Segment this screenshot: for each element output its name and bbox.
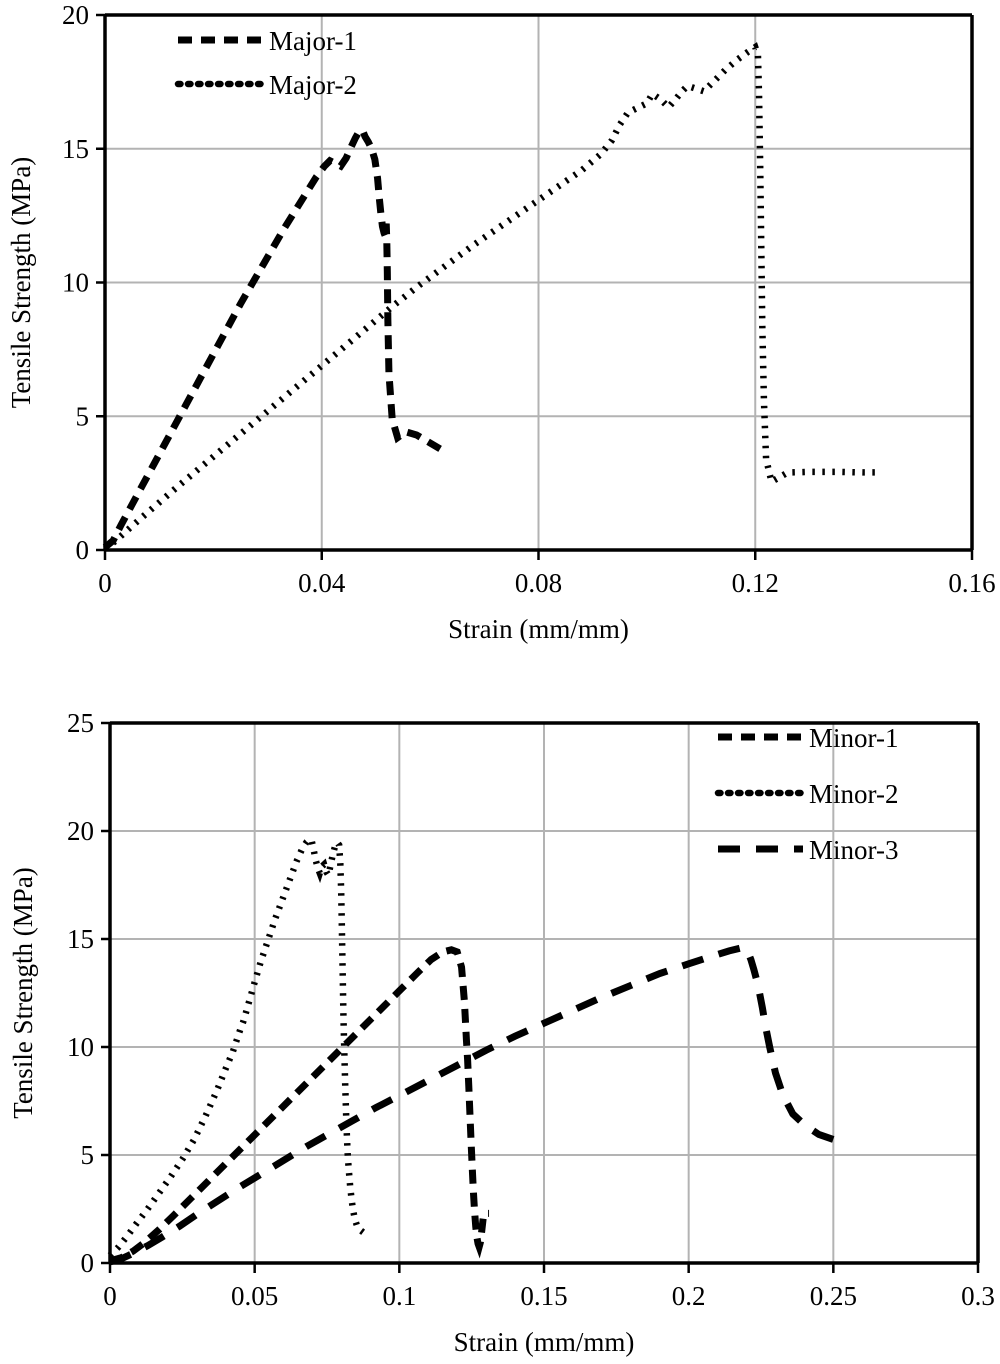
x-tick-label: 0.3 bbox=[961, 1281, 995, 1311]
y-tick-label: 20 bbox=[62, 0, 89, 30]
y-axis-title: Tensile Strength (MPa) bbox=[6, 157, 36, 409]
y-tick-label: 0 bbox=[76, 535, 90, 565]
x-tick-label: 0.04 bbox=[298, 568, 346, 598]
y-tick-label: 5 bbox=[81, 1140, 95, 1170]
minor-chart-figure: 0 5 10 15 20 25 0 0.05 0.1 0.15 0.2 0.25 0.3 Strain (… bbox=[0, 690, 1000, 1364]
legend-label-minor-1: Minor-1 bbox=[809, 723, 898, 753]
x-tick-label: 0.15 bbox=[520, 1281, 567, 1311]
x-tick-label: 0.12 bbox=[732, 568, 779, 598]
major-chart-figure: 0 5 10 15 20 0 0.04 0.08 0.12 0.16 Strain (mm/mm) T… bbox=[0, 0, 1000, 660]
x-tick-label: 0 bbox=[98, 568, 112, 598]
y-tick-label: 10 bbox=[67, 1032, 94, 1062]
legend-label-major-1: Major-1 bbox=[269, 26, 357, 56]
legend-label-minor-3: Minor-3 bbox=[809, 835, 898, 865]
x-tick-label: 0.1 bbox=[382, 1281, 416, 1311]
y-tick-label: 25 bbox=[67, 708, 94, 738]
y-tick-label: 0 bbox=[81, 1248, 95, 1278]
x-tick-label: 0.2 bbox=[672, 1281, 706, 1311]
x-tick-label: 0.08 bbox=[515, 568, 562, 598]
x-tick-label: 0.25 bbox=[810, 1281, 857, 1311]
minor-chart-svg: 0 5 10 15 20 25 0 0.05 0.1 0.15 0.2 0.25 0.3 Strain (… bbox=[8, 708, 995, 1357]
y-tick-label: 10 bbox=[62, 268, 89, 298]
y-tick-label: 20 bbox=[67, 816, 94, 846]
series-line-major-2 bbox=[103, 42, 880, 552]
x-tick-label: 0 bbox=[103, 1281, 117, 1311]
major-chart-svg: 0 5 10 15 20 0 0.04 0.08 0.12 0.16 Strain (mm/mm) T… bbox=[6, 0, 996, 644]
y-tick-label: 15 bbox=[67, 924, 94, 954]
series-line-minor-3 bbox=[109, 943, 835, 1266]
x-axis-title: Strain (mm/mm) bbox=[454, 1327, 635, 1357]
series-line-minor-1 bbox=[109, 946, 490, 1265]
series-line-major-1 bbox=[102, 125, 450, 551]
y-tick-label: 15 bbox=[62, 134, 89, 164]
legend-label-minor-2: Minor-2 bbox=[809, 779, 898, 809]
x-tick-label: 0.16 bbox=[948, 568, 995, 598]
x-axis-title: Strain (mm/mm) bbox=[448, 614, 629, 644]
legend-label-major-2: Major-2 bbox=[269, 70, 357, 100]
series-line-minor-2 bbox=[107, 835, 368, 1258]
y-axis-title: Tensile Strength (MPa) bbox=[8, 867, 38, 1119]
x-tick-label: 0.05 bbox=[231, 1281, 278, 1311]
y-tick-label: 5 bbox=[76, 401, 90, 431]
